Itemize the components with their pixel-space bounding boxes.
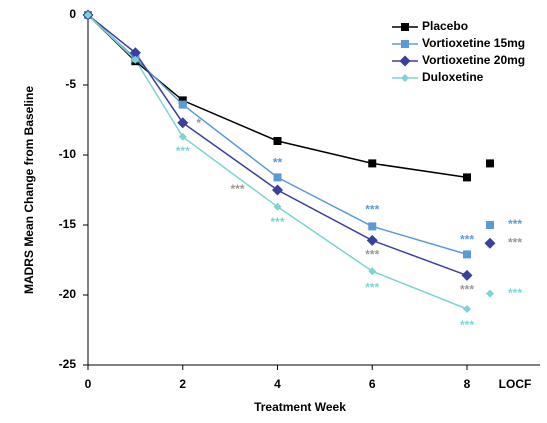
data-point — [178, 96, 187, 105]
x-tick-label: 8 — [464, 377, 471, 391]
y-tick-label: -15 — [59, 217, 77, 231]
significance: *** — [176, 144, 190, 158]
data-point — [129, 47, 141, 59]
significance: *** — [365, 248, 379, 262]
significance: *** — [460, 318, 474, 332]
significance: ** — [273, 156, 283, 170]
significance: *** — [270, 215, 284, 229]
data-point — [463, 305, 471, 313]
y-tick-label: -5 — [65, 77, 76, 91]
x-tick-label: LOCF — [499, 377, 532, 391]
y-tick-label: -20 — [59, 287, 77, 301]
data-point — [463, 173, 471, 182]
data-point — [84, 11, 92, 19]
legend-marker — [401, 40, 409, 48]
y-tick-label: 0 — [69, 7, 76, 21]
series-line — [87, 14, 468, 310]
data-point — [463, 250, 471, 259]
legend-label: Duloxetine — [422, 70, 484, 84]
data-point — [273, 202, 282, 211]
data-point — [366, 234, 378, 246]
data-point — [178, 132, 187, 141]
legend-label: Vortioxetine 20mg — [422, 53, 525, 67]
data-point — [368, 159, 377, 168]
locf-point — [486, 221, 494, 229]
x-tick-label: 2 — [179, 377, 186, 391]
data-point — [273, 137, 282, 145]
data-point — [131, 55, 140, 64]
legend-marker — [399, 55, 411, 67]
locf-point — [484, 237, 496, 249]
significance: *** — [230, 182, 244, 196]
data-point — [178, 100, 187, 109]
x-tick-label: 6 — [369, 377, 376, 391]
data-point — [177, 117, 189, 129]
series-line — [87, 14, 468, 277]
x-tick-label: 4 — [274, 377, 281, 391]
series-line — [87, 14, 468, 256]
significance: *** — [365, 203, 379, 217]
legend-label: Placebo — [422, 19, 468, 33]
significance: *** — [508, 235, 522, 249]
significance: * — [196, 116, 201, 130]
significance: *** — [365, 280, 379, 294]
significance: *** — [460, 233, 474, 247]
legend-label: Vortioxetine 15mg — [422, 36, 525, 50]
locf-point — [486, 289, 494, 298]
data-point — [272, 184, 283, 196]
data-point — [368, 267, 377, 276]
legend-marker — [401, 74, 409, 82]
series-line — [87, 14, 468, 179]
y-axis-title: MADRS Mean Change from Baseline — [22, 86, 36, 294]
locf-point — [486, 159, 494, 168]
significance: *** — [508, 286, 522, 300]
significance: *** — [508, 217, 522, 231]
x-tick-label: 0 — [85, 377, 92, 391]
x-axis-title: Treatment Week — [254, 400, 346, 414]
data-point — [461, 269, 473, 281]
legend-marker — [401, 23, 409, 31]
significance: *** — [460, 283, 474, 297]
y-tick-label: -25 — [59, 357, 77, 371]
data-point — [273, 173, 282, 182]
y-tick-label: -10 — [59, 147, 77, 161]
data-point — [368, 222, 377, 231]
